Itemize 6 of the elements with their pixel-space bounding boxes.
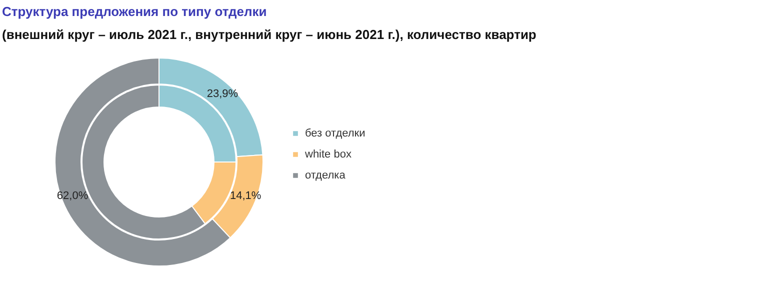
data-label: 23,9% [206,88,238,100]
chart-title: Структура предложения по типу отделки [2,4,267,19]
legend-label: без отделки [305,128,366,140]
chart-subtitle: (внешний круг – июль 2021 г., внутренний круг – июнь 2021 г.), количество квартир [2,27,536,42]
legend-label: отделка [305,170,346,182]
legend-label: white box [304,148,352,160]
